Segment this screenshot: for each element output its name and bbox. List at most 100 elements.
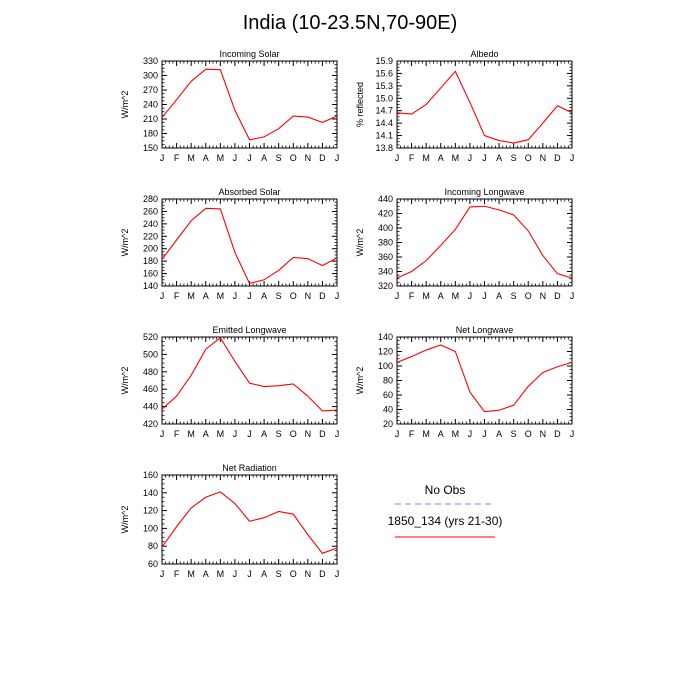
panel-title: Incoming Longwave — [444, 187, 524, 197]
x-tick-label: N — [540, 429, 547, 439]
x-tick-label: S — [511, 153, 517, 163]
x-tick-label: S — [276, 429, 282, 439]
y-tick-label: 20 — [383, 419, 393, 429]
x-tick-label: A — [438, 291, 444, 301]
series-line — [161, 207, 338, 285]
x-tick-label: S — [276, 153, 282, 163]
y-axis-label: W/m^2 — [355, 229, 365, 257]
x-tick-label: A — [496, 153, 502, 163]
y-tick-label: 15.9 — [375, 56, 393, 66]
y-tick-label: 240 — [143, 100, 158, 110]
x-tick-label: F — [174, 429, 180, 439]
x-tick-label: J — [395, 153, 400, 163]
y-tick-label: 14.1 — [375, 131, 393, 141]
x-tick-label: M — [422, 429, 430, 439]
x-tick-label: A — [261, 291, 267, 301]
panel-title: Albedo — [470, 49, 498, 59]
x-tick-label: M — [217, 291, 225, 301]
x-tick-label: M — [187, 569, 195, 579]
y-tick-label: 15.6 — [375, 68, 393, 78]
x-tick-label: A — [496, 291, 502, 301]
x-tick-label: M — [217, 153, 225, 163]
panel-title: Net Radiation — [222, 463, 277, 473]
y-tick-label: 13.8 — [375, 143, 393, 153]
x-tick-label: J — [482, 291, 487, 301]
x-tick-label: J — [247, 153, 252, 163]
x-tick-label: O — [290, 429, 297, 439]
y-tick-label: 220 — [143, 231, 158, 241]
x-tick-label: J — [570, 429, 575, 439]
plot-frame — [161, 198, 338, 287]
legend-model-label: 1850_134 (yrs 21-30) — [388, 514, 503, 528]
y-tick-label: 320 — [378, 281, 393, 291]
x-tick-label: F — [174, 153, 180, 163]
x-tick-label: M — [187, 153, 195, 163]
x-tick-label: M — [422, 153, 430, 163]
y-axis-label: W/m^2 — [355, 367, 365, 395]
plot-frame — [396, 198, 573, 287]
x-tick-label: M — [452, 291, 460, 301]
x-tick-label: A — [203, 569, 209, 579]
x-tick-label: S — [276, 291, 282, 301]
y-tick-label: 140 — [143, 488, 158, 498]
x-tick-label: A — [438, 153, 444, 163]
x-tick-label: J — [233, 569, 238, 579]
y-axis-label: W/m^2 — [120, 506, 130, 534]
x-tick-label: F — [409, 429, 415, 439]
x-tick-label: F — [409, 291, 415, 301]
x-tick-label: M — [217, 429, 225, 439]
y-tick-label: 120 — [143, 506, 158, 516]
y-tick-label: 160 — [143, 470, 158, 480]
y-tick-label: 180 — [143, 129, 158, 139]
x-tick-label: J — [233, 291, 238, 301]
x-tick-label: S — [276, 569, 282, 579]
x-tick-label: N — [305, 569, 312, 579]
panel-title: Incoming Solar — [219, 49, 279, 59]
panel-title: Net Longwave — [456, 325, 514, 335]
y-tick-label: 160 — [143, 269, 158, 279]
x-tick-label: D — [554, 429, 561, 439]
x-tick-label: A — [203, 429, 209, 439]
x-tick-label: D — [319, 153, 326, 163]
y-tick-label: 140 — [143, 281, 158, 291]
y-axis-label: W/m^2 — [120, 367, 130, 395]
x-tick-label: J — [335, 291, 340, 301]
y-tick-label: 60 — [148, 559, 158, 569]
y-tick-label: 60 — [383, 390, 393, 400]
series-line — [161, 68, 338, 141]
y-tick-label: 400 — [378, 223, 393, 233]
y-tick-label: 15.3 — [375, 81, 393, 91]
x-tick-label: M — [452, 429, 460, 439]
x-tick-label: J — [482, 429, 487, 439]
x-tick-label: O — [290, 291, 297, 301]
y-tick-label: 200 — [143, 244, 158, 254]
x-tick-label: J — [160, 429, 165, 439]
y-tick-label: 210 — [143, 114, 158, 124]
x-tick-label: O — [290, 569, 297, 579]
x-tick-label: J — [233, 429, 238, 439]
y-tick-label: 40 — [383, 405, 393, 415]
y-tick-label: 120 — [378, 347, 393, 357]
series-line — [396, 205, 573, 279]
y-tick-label: 14.7 — [375, 106, 393, 116]
y-tick-label: 180 — [143, 256, 158, 266]
y-axis-label: W/m^2 — [120, 91, 130, 119]
x-tick-label: A — [261, 429, 267, 439]
y-tick-label: 15.0 — [375, 93, 393, 103]
y-tick-label: 440 — [378, 194, 393, 204]
y-tick-label: 380 — [378, 238, 393, 248]
x-tick-label: J — [160, 291, 165, 301]
x-tick-label: S — [511, 291, 517, 301]
x-tick-label: F — [174, 291, 180, 301]
x-tick-label: A — [496, 429, 502, 439]
x-tick-label: A — [261, 569, 267, 579]
plot-frame — [161, 336, 338, 425]
x-tick-label: J — [468, 153, 473, 163]
x-tick-label: O — [525, 429, 532, 439]
x-tick-label: N — [305, 429, 312, 439]
x-tick-label: J — [160, 569, 165, 579]
